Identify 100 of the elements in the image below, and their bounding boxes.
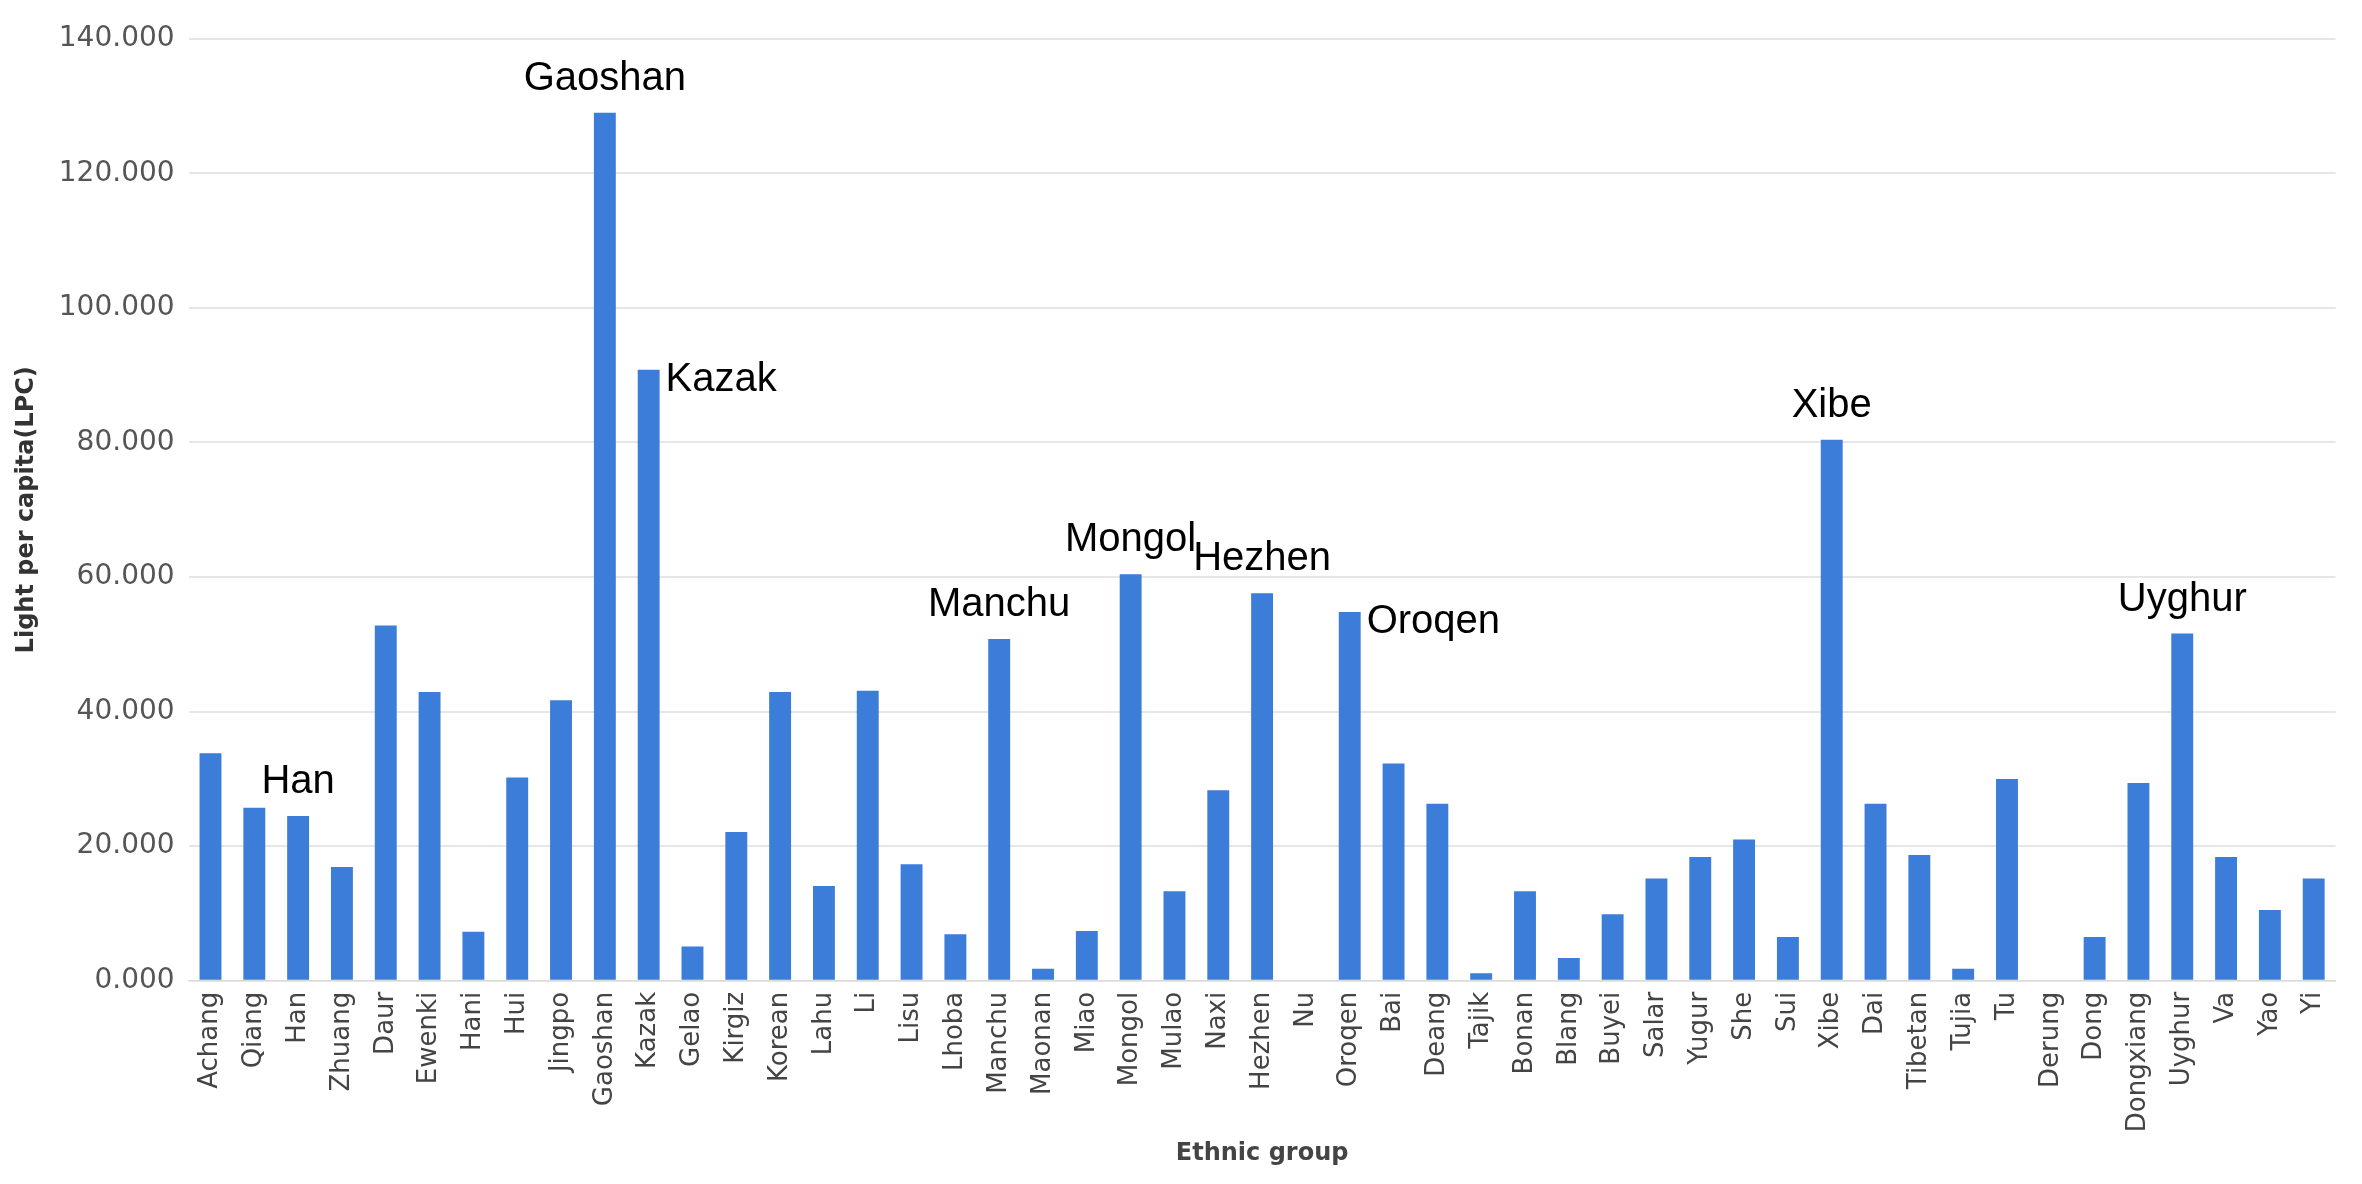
x-tick-label: Mongol [1113,991,1144,1087]
bar [944,934,967,980]
x-tick-label: Li [850,991,881,1014]
x-tick-label: Maonan [1025,991,1056,1095]
x-tick-label: Nu [1288,991,1319,1028]
bar [1382,763,1405,980]
bar [2258,910,2281,980]
bar [725,832,748,980]
bar [1645,878,1668,980]
bar [2083,937,2106,980]
x-tick-label: Uyghur [2165,991,2195,1087]
annotation: Xibe [1791,380,1872,425]
bar [2215,856,2238,980]
bar [1338,612,1361,980]
x-tick-label: Ewenki [412,991,443,1085]
y-tick-label: 40.000 [76,692,175,726]
x-tick-label: Buyei [1595,991,1626,1065]
x-tick-label: Daur [368,991,399,1055]
x-tick-label: Achang [193,991,224,1089]
bar [1251,593,1274,980]
x-tick-label: Dai [1858,991,1889,1035]
x-tick-label: Yao [2252,991,2283,1037]
x-tick-label: Lisu [894,991,925,1044]
x-tick-label: Salar [1639,991,1670,1059]
bar [330,867,353,980]
bar [637,369,660,980]
bar [1426,803,1449,980]
bar [1163,891,1186,980]
bar [1996,778,2018,980]
bar [1733,839,1756,980]
x-tick-label: Dongxiang [2121,991,2152,1133]
bar [374,625,397,980]
x-tick-label: Manchu [981,991,1012,1094]
y-tick-label: 100.000 [58,289,175,323]
x-tick-label: Qiang [237,991,268,1069]
x-tick-label: Gaoshan [587,991,618,1107]
x-tick-label: Tibetan [1902,991,1933,1091]
bar [1908,854,1931,980]
x-tick-label: Sui [1770,991,1801,1032]
x-tick-label: Deang [1420,991,1451,1077]
bar [287,815,310,980]
x-tick-label: Miao [1069,991,1100,1054]
bar [462,931,485,980]
y-tick-label: 60.000 [76,558,175,592]
x-tick-label: Lhoba [938,991,969,1072]
x-tick-label: Gelao [675,991,706,1067]
x-tick-label: Va [2208,991,2239,1024]
x-tick-label: Kirgiz [719,991,750,1064]
x-tick-label: Hani [456,991,487,1051]
bar [1075,930,1098,980]
y-tick-label: 140.000 [58,20,175,54]
annotation: Kazak [665,354,778,399]
bar [681,946,704,980]
y-tick-label: 20.000 [76,827,175,861]
annotation: Gaoshan [523,53,687,98]
bar [199,753,222,980]
x-tick-label: Hui [499,991,530,1036]
bar [1032,968,1054,980]
bar [506,777,529,980]
bar [2171,633,2194,980]
bar [418,692,441,980]
x-tick-label: Tujia [1945,991,1976,1052]
bar [2127,782,2150,980]
x-axis-title: Ethnic group [1175,1137,1349,1166]
x-tick-label: Kazak [631,991,662,1069]
bar [550,700,572,980]
y-tick-label: 120.000 [58,154,175,188]
x-tick-label: Korean [762,991,793,1082]
bar [856,690,879,980]
x-tick-label: Dong [2077,991,2108,1061]
bar [1514,891,1536,980]
x-tick-label: Tajik [1463,991,1494,1050]
bar [1207,790,1230,980]
x-tick-label: Naxi [1201,991,1232,1050]
y-axis-title: Light per capita(LPC) [10,366,39,654]
bar [812,885,835,980]
annotation: Oroqen [1366,597,1501,642]
x-tick-label: Han [280,991,311,1044]
x-tick-label: Hezhen [1244,991,1275,1090]
bar [1557,957,1580,980]
bar [593,112,616,980]
y-tick-label: 80.000 [76,423,175,457]
bar [988,638,1011,980]
bar [1776,937,1799,980]
bar [769,692,792,980]
x-tick-label: Zhuang [324,991,355,1092]
bar [1689,856,1712,980]
bar [1820,439,1843,980]
bar [1952,968,1975,980]
bar [1864,803,1887,980]
bar [900,864,923,980]
bar [1119,574,1142,980]
x-tick-label: She [1726,991,1757,1041]
x-tick-label: Tu [1989,991,2020,1022]
x-tick-label: Blang [1551,991,1582,1066]
y-tick-label: 0.000 [94,962,175,996]
bar [2302,878,2325,980]
bar [243,807,266,980]
x-tick-label: Derung [2033,991,2064,1088]
bar [1470,973,1493,980]
